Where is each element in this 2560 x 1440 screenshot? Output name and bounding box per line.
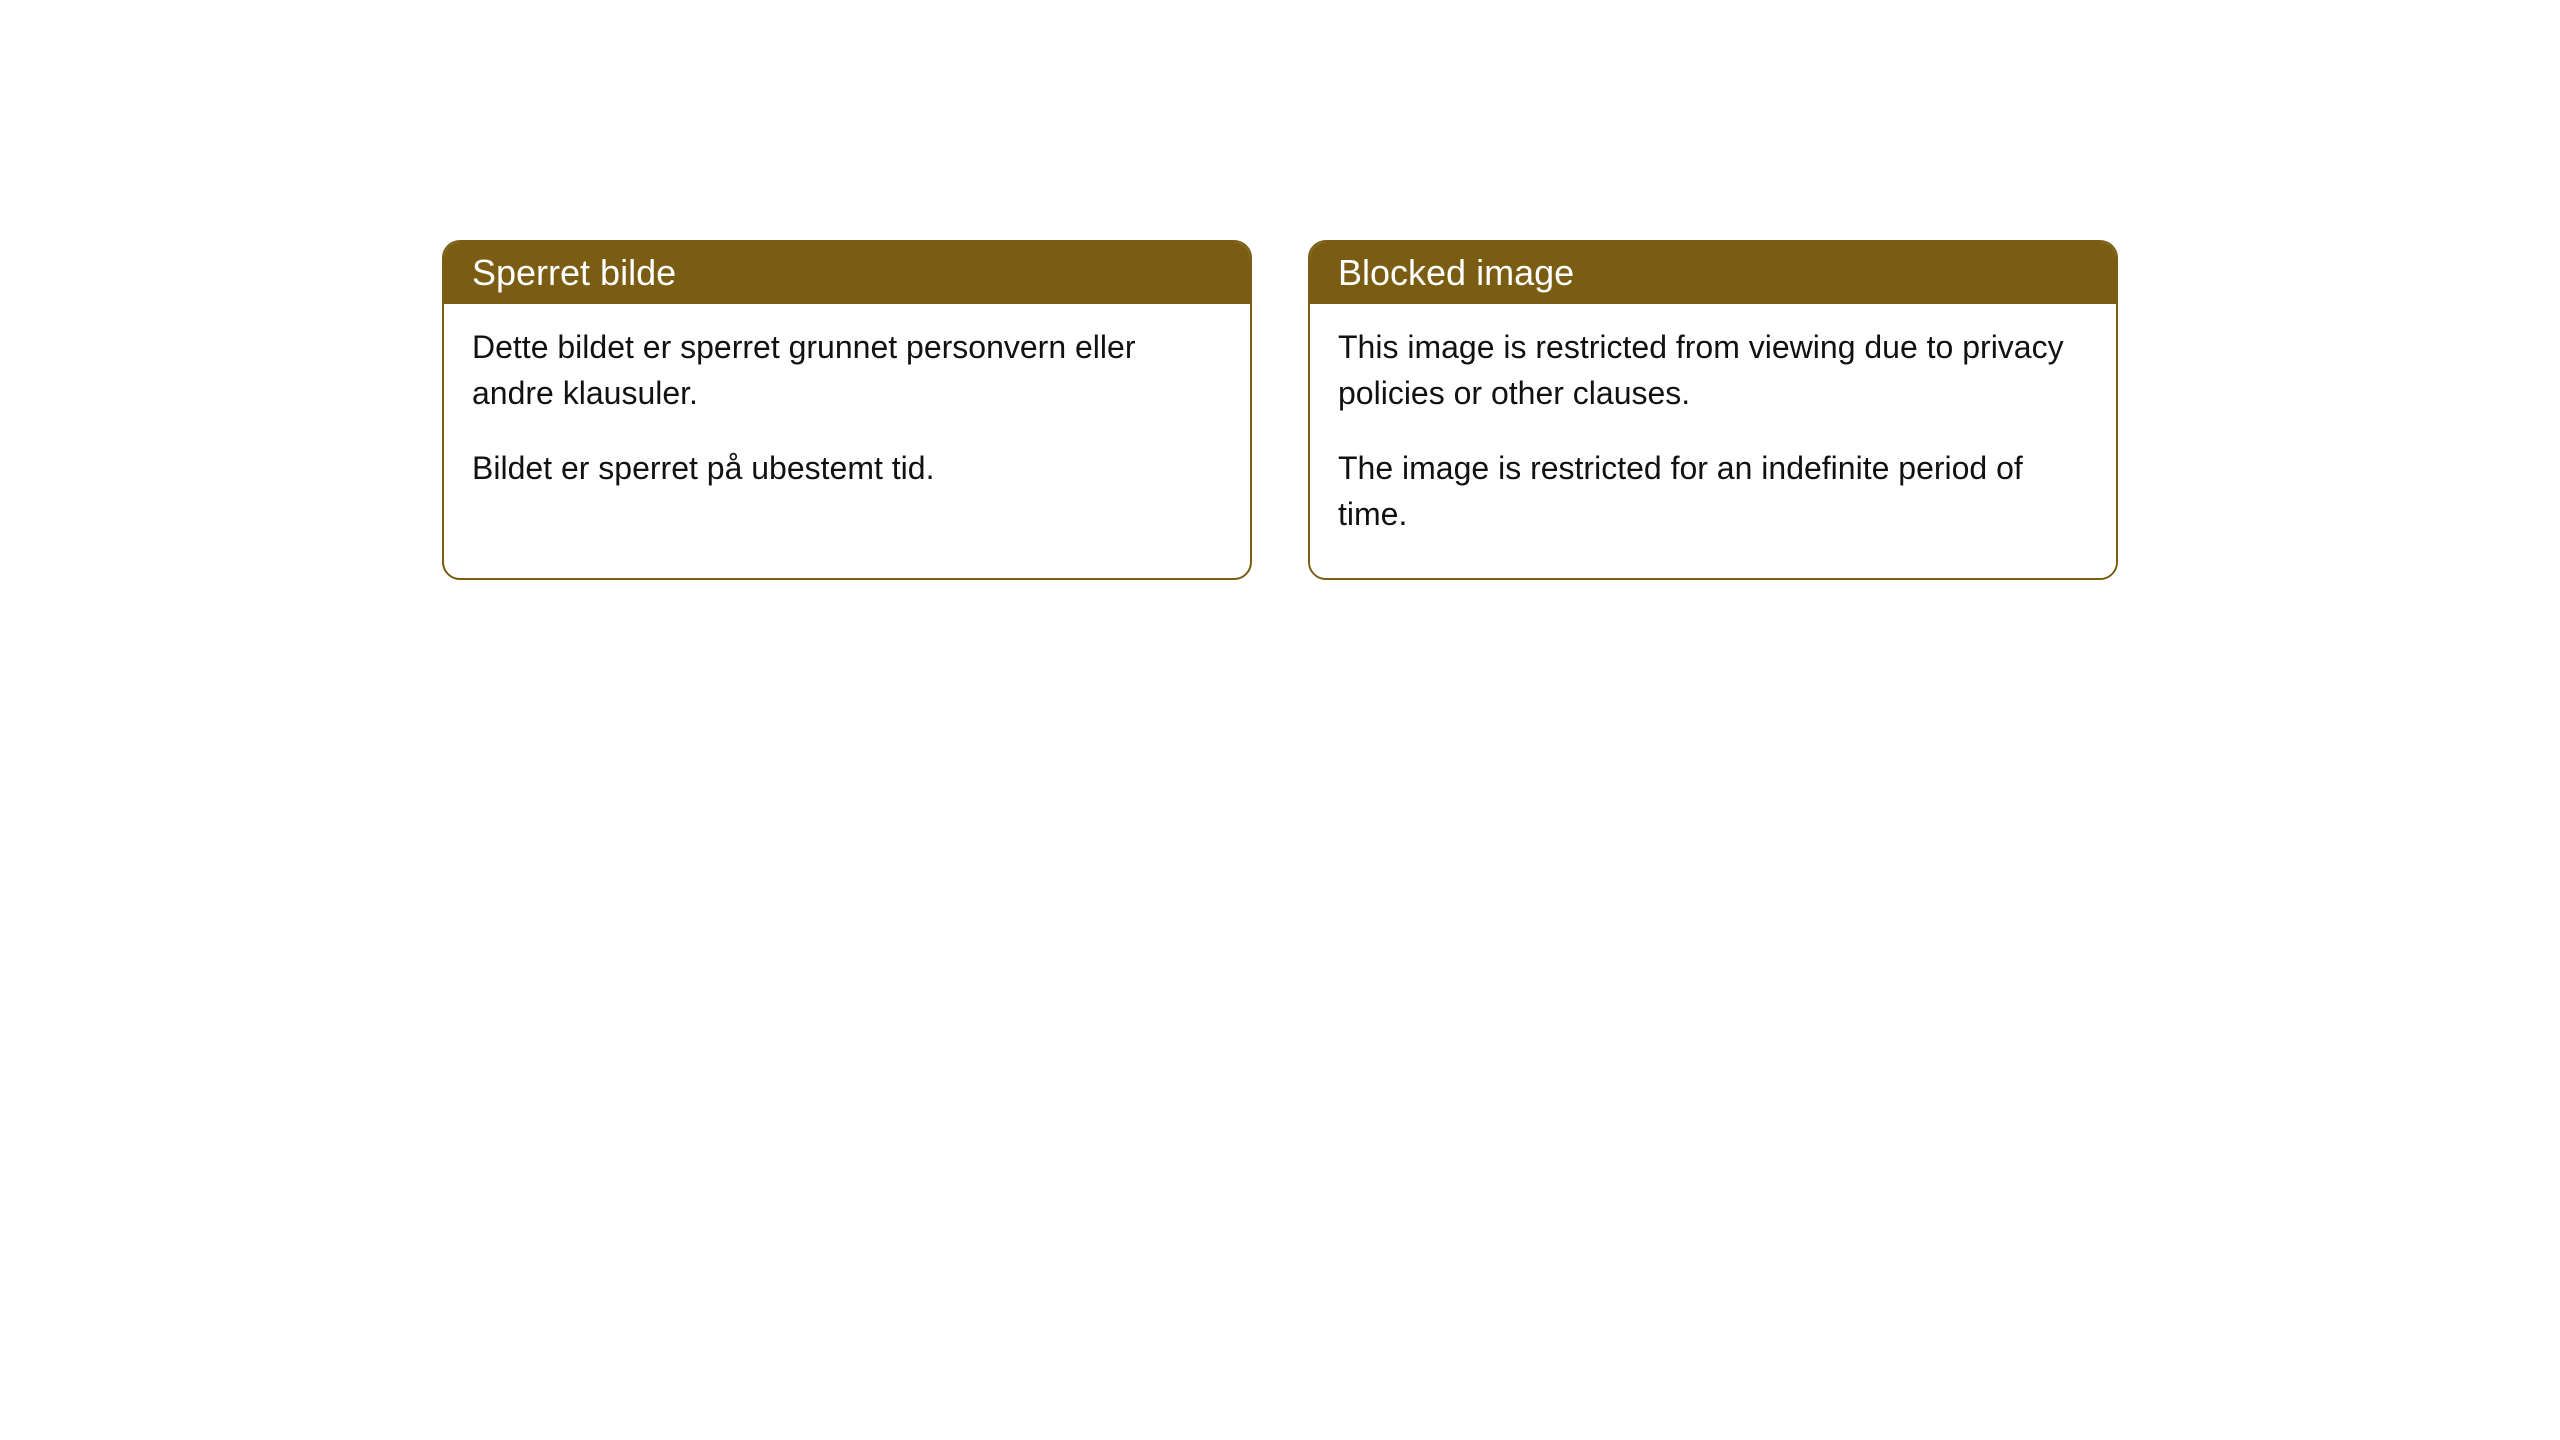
card-text-no-2: Bildet er sperret på ubestemt tid. (472, 445, 1222, 491)
card-title-en: Blocked image (1338, 252, 1574, 293)
card-body-en: This image is restricted from viewing du… (1310, 304, 2116, 578)
card-body-no: Dette bildet er sperret grunnet personve… (444, 304, 1250, 531)
card-text-en-1: This image is restricted from viewing du… (1338, 324, 2088, 417)
blocked-image-card-no: Sperret bilde Dette bildet er sperret gr… (442, 240, 1252, 580)
card-title-no: Sperret bilde (472, 252, 676, 293)
card-header-en: Blocked image (1310, 242, 2116, 304)
notice-container: Sperret bilde Dette bildet er sperret gr… (0, 240, 2560, 580)
card-text-no-1: Dette bildet er sperret grunnet personve… (472, 324, 1222, 417)
card-header-no: Sperret bilde (444, 242, 1250, 304)
blocked-image-card-en: Blocked image This image is restricted f… (1308, 240, 2118, 580)
card-text-en-2: The image is restricted for an indefinit… (1338, 445, 2088, 538)
